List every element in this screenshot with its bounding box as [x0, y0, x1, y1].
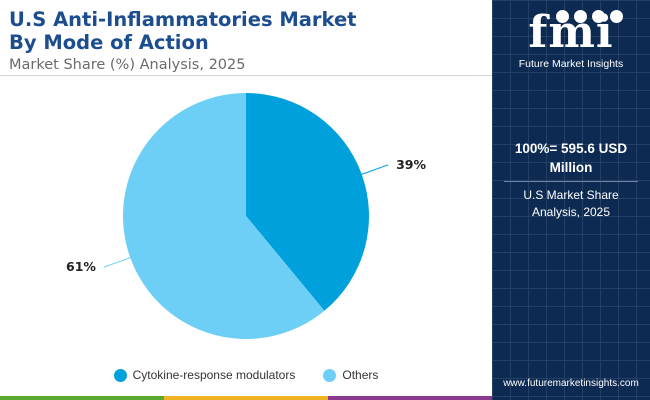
people-icon: [592, 10, 605, 23]
legend-label-others: Others: [342, 368, 379, 382]
chart-title-line-2: By Mode of Action: [9, 31, 209, 54]
pie-leader-lines: [103, 164, 389, 268]
chart-subtitle: Market Share (%) Analysis, 2025: [9, 57, 246, 73]
data-label-cytokine: 39%: [396, 157, 426, 172]
bottom-bar-segment-purple: [328, 396, 492, 400]
logo-brand-name: Future Market Insights: [518, 58, 624, 70]
bottom-bar-segment-green: [0, 396, 164, 400]
legend-item-cytokine: Cytokine-response modulators: [113, 368, 296, 382]
data-label-others: 61%: [66, 259, 96, 274]
title-block: U.S Anti-Inflammatories Market By Mode o…: [9, 8, 479, 75]
fmi-logo: fmi Future Market Insights: [492, 10, 650, 71]
pie-slice-cytokine: [246, 93, 369, 311]
panel-caption-line-2: Analysis, 2025: [531, 205, 611, 219]
header-divider: [0, 75, 492, 76]
chart-icon: [574, 10, 587, 23]
side-panel: fmi Future Market Insights 100%= 595.6 U…: [492, 0, 650, 400]
legend-item-others: Others: [323, 368, 378, 382]
legend-swatch-others: [323, 368, 337, 382]
legend: Cytokine-response modulators Others: [0, 368, 492, 382]
chart-title-line-1: U.S Anti-Inflammatories Market: [9, 8, 357, 31]
pie-slice-others: [122, 93, 325, 339]
bottom-bar-segment-orange: [164, 396, 328, 400]
gear-icon: [610, 10, 623, 23]
market-total-line-1: 100%= 595.6 USD: [514, 141, 628, 156]
pie-labels: 39% 61%: [66, 157, 426, 274]
panel-caption-line-1: U.S Market Share: [523, 188, 619, 202]
pie-slices: [122, 93, 369, 339]
panel-background-pattern: [492, 0, 650, 400]
leader-line-cytokine: [355, 164, 389, 177]
legend-swatch-cytokine: [113, 368, 127, 382]
logo-icons: [556, 10, 636, 26]
leader-line-others: [103, 255, 137, 268]
bottom-color-bar: [0, 396, 492, 400]
market-total-line-2: Million: [549, 160, 593, 175]
website-link[interactable]: www.futuremarketinsights.com: [503, 378, 639, 389]
pie-chart: 39% 61%: [66, 93, 426, 339]
panel-caption: U.S Market Share Analysis, 2025: [492, 187, 650, 221]
legend-label-cytokine: Cytokine-response modulators: [132, 368, 296, 382]
globe-icon: [556, 10, 569, 23]
market-total: 100%= 595.6 USD Million: [492, 139, 650, 177]
panel-divider: [504, 181, 638, 182]
